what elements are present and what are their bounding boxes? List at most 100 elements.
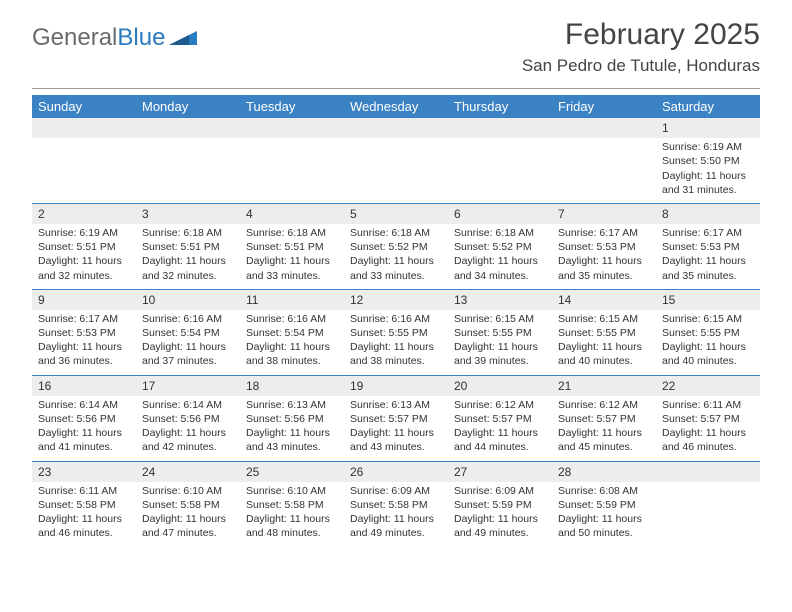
calendar-cell: 9Sunrise: 6:17 AMSunset: 5:53 PMDaylight… [32, 290, 136, 375]
day-content: Sunrise: 6:14 AMSunset: 5:56 PMDaylight:… [136, 396, 240, 461]
day-content: Sunrise: 6:17 AMSunset: 5:53 PMDaylight:… [32, 310, 136, 375]
day-number: 5 [344, 204, 448, 224]
day-number: 20 [448, 376, 552, 396]
calendar-cell: 14Sunrise: 6:15 AMSunset: 5:55 PMDayligh… [552, 290, 656, 375]
calendar-cell: 12Sunrise: 6:16 AMSunset: 5:55 PMDayligh… [344, 290, 448, 375]
day-number: 22 [656, 376, 760, 396]
day-number: 23 [32, 462, 136, 482]
calendar-cell [656, 462, 760, 547]
empty-day-number [240, 118, 344, 138]
day-content: Sunrise: 6:09 AMSunset: 5:59 PMDaylight:… [448, 482, 552, 547]
calendar-cell: 27Sunrise: 6:09 AMSunset: 5:59 PMDayligh… [448, 462, 552, 547]
day-number: 14 [552, 290, 656, 310]
day-content: Sunrise: 6:17 AMSunset: 5:53 PMDaylight:… [656, 224, 760, 289]
calendar-cell [240, 118, 344, 203]
logo: GeneralBlue [32, 24, 197, 52]
empty-day-number [656, 462, 760, 482]
calendar-cell: 7Sunrise: 6:17 AMSunset: 5:53 PMDaylight… [552, 204, 656, 289]
month-title: February 2025 [522, 18, 760, 52]
day-content: Sunrise: 6:19 AMSunset: 5:50 PMDaylight:… [656, 138, 760, 203]
calendar-cell: 6Sunrise: 6:18 AMSunset: 5:52 PMDaylight… [448, 204, 552, 289]
day-number: 19 [344, 376, 448, 396]
day-header-cell: Saturday [656, 95, 760, 118]
day-content: Sunrise: 6:12 AMSunset: 5:57 PMDaylight:… [448, 396, 552, 461]
day-content: Sunrise: 6:17 AMSunset: 5:53 PMDaylight:… [552, 224, 656, 289]
empty-day-number [448, 118, 552, 138]
logo-text: GeneralBlue [32, 24, 165, 52]
day-number: 12 [344, 290, 448, 310]
day-number: 1 [656, 118, 760, 138]
day-content: Sunrise: 6:10 AMSunset: 5:58 PMDaylight:… [240, 482, 344, 547]
day-content: Sunrise: 6:15 AMSunset: 5:55 PMDaylight:… [448, 310, 552, 375]
day-content: Sunrise: 6:18 AMSunset: 5:51 PMDaylight:… [240, 224, 344, 289]
calendar-cell: 20Sunrise: 6:12 AMSunset: 5:57 PMDayligh… [448, 376, 552, 461]
day-number: 3 [136, 204, 240, 224]
calendar-cell: 16Sunrise: 6:14 AMSunset: 5:56 PMDayligh… [32, 376, 136, 461]
day-number: 2 [32, 204, 136, 224]
calendar-cell: 19Sunrise: 6:13 AMSunset: 5:57 PMDayligh… [344, 376, 448, 461]
calendar-cell: 15Sunrise: 6:15 AMSunset: 5:55 PMDayligh… [656, 290, 760, 375]
day-number: 7 [552, 204, 656, 224]
empty-day-number [344, 118, 448, 138]
calendar-cell: 21Sunrise: 6:12 AMSunset: 5:57 PMDayligh… [552, 376, 656, 461]
calendar-cell [448, 118, 552, 203]
logo-word2: Blue [117, 24, 165, 51]
day-content: Sunrise: 6:14 AMSunset: 5:56 PMDaylight:… [32, 396, 136, 461]
day-content: Sunrise: 6:08 AMSunset: 5:59 PMDaylight:… [552, 482, 656, 547]
empty-day-number [32, 118, 136, 138]
calendar-cell: 10Sunrise: 6:16 AMSunset: 5:54 PMDayligh… [136, 290, 240, 375]
day-number: 18 [240, 376, 344, 396]
empty-day-number [136, 118, 240, 138]
calendar-cell: 4Sunrise: 6:18 AMSunset: 5:51 PMDaylight… [240, 204, 344, 289]
day-content: Sunrise: 6:16 AMSunset: 5:54 PMDaylight:… [136, 310, 240, 375]
day-number: 4 [240, 204, 344, 224]
calendar-cell: 28Sunrise: 6:08 AMSunset: 5:59 PMDayligh… [552, 462, 656, 547]
calendar-cell [552, 118, 656, 203]
calendar-week: 9Sunrise: 6:17 AMSunset: 5:53 PMDaylight… [32, 290, 760, 376]
calendar-cell: 3Sunrise: 6:18 AMSunset: 5:51 PMDaylight… [136, 204, 240, 289]
calendar-cell: 13Sunrise: 6:15 AMSunset: 5:55 PMDayligh… [448, 290, 552, 375]
day-content: Sunrise: 6:13 AMSunset: 5:57 PMDaylight:… [344, 396, 448, 461]
day-number: 16 [32, 376, 136, 396]
calendar-cell: 5Sunrise: 6:18 AMSunset: 5:52 PMDaylight… [344, 204, 448, 289]
day-content: Sunrise: 6:18 AMSunset: 5:52 PMDaylight:… [448, 224, 552, 289]
day-content: Sunrise: 6:13 AMSunset: 5:56 PMDaylight:… [240, 396, 344, 461]
day-number: 24 [136, 462, 240, 482]
day-number: 26 [344, 462, 448, 482]
calendar-cell: 17Sunrise: 6:14 AMSunset: 5:56 PMDayligh… [136, 376, 240, 461]
day-header-cell: Thursday [448, 95, 552, 118]
day-header-cell: Tuesday [240, 95, 344, 118]
title-block: February 2025 San Pedro de Tutule, Hondu… [522, 18, 760, 76]
calendar-cell: 26Sunrise: 6:09 AMSunset: 5:58 PMDayligh… [344, 462, 448, 547]
day-content: Sunrise: 6:15 AMSunset: 5:55 PMDaylight:… [552, 310, 656, 375]
calendar-week: 23Sunrise: 6:11 AMSunset: 5:58 PMDayligh… [32, 462, 760, 547]
day-header-cell: Friday [552, 95, 656, 118]
calendar-cell [136, 118, 240, 203]
day-number: 9 [32, 290, 136, 310]
day-content: Sunrise: 6:11 AMSunset: 5:57 PMDaylight:… [656, 396, 760, 461]
calendar-cell: 18Sunrise: 6:13 AMSunset: 5:56 PMDayligh… [240, 376, 344, 461]
day-content: Sunrise: 6:12 AMSunset: 5:57 PMDaylight:… [552, 396, 656, 461]
day-number: 11 [240, 290, 344, 310]
logo-word1: General [32, 24, 117, 51]
calendar-cell: 25Sunrise: 6:10 AMSunset: 5:58 PMDayligh… [240, 462, 344, 547]
calendar: SundayMondayTuesdayWednesdayThursdayFrid… [0, 89, 792, 546]
logo-triangle-icon [169, 27, 197, 50]
calendar-cell: 24Sunrise: 6:10 AMSunset: 5:58 PMDayligh… [136, 462, 240, 547]
day-content: Sunrise: 6:16 AMSunset: 5:54 PMDaylight:… [240, 310, 344, 375]
day-content: Sunrise: 6:15 AMSunset: 5:55 PMDaylight:… [656, 310, 760, 375]
calendar-week: 2Sunrise: 6:19 AMSunset: 5:51 PMDaylight… [32, 204, 760, 290]
location: San Pedro de Tutule, Honduras [522, 56, 760, 76]
day-number: 15 [656, 290, 760, 310]
calendar-cell: 1Sunrise: 6:19 AMSunset: 5:50 PMDaylight… [656, 118, 760, 203]
day-number: 21 [552, 376, 656, 396]
empty-day-number [552, 118, 656, 138]
day-number: 25 [240, 462, 344, 482]
day-content: Sunrise: 6:11 AMSunset: 5:58 PMDaylight:… [32, 482, 136, 547]
day-header-cell: Monday [136, 95, 240, 118]
day-number: 8 [656, 204, 760, 224]
header: GeneralBlue February 2025 San Pedro de T… [0, 0, 792, 84]
calendar-week: 1Sunrise: 6:19 AMSunset: 5:50 PMDaylight… [32, 118, 760, 204]
calendar-cell [32, 118, 136, 203]
day-number: 28 [552, 462, 656, 482]
